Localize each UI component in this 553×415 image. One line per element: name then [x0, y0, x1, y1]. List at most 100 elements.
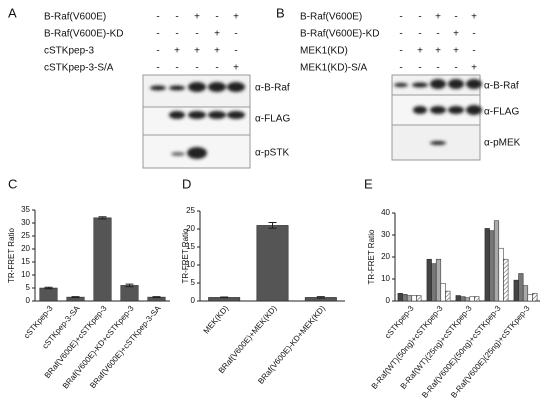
panel-letter: E [364, 176, 373, 191]
error-bar [220, 296, 229, 299]
bar [411, 295, 417, 302]
error-bar [125, 283, 134, 288]
sign: - [436, 63, 439, 74]
sign: + [214, 46, 220, 57]
sign: - [175, 29, 178, 40]
sign: - [418, 12, 421, 23]
bar [469, 296, 475, 302]
row-label: B-Raf(V600E) [300, 12, 362, 23]
y-tick-label: 25 [21, 231, 30, 240]
row-label: B-Raf(V600E) [44, 12, 106, 23]
panel-letter: A [8, 5, 17, 20]
sign: - [399, 46, 402, 57]
error-bar [316, 296, 325, 299]
row-label: cSTKpep-3 [44, 46, 94, 57]
sign: + [471, 12, 477, 23]
blot-label: α-B-Raf [255, 83, 290, 94]
error-bar [152, 296, 161, 299]
sign: - [175, 12, 178, 23]
sign: + [174, 46, 180, 57]
sign: - [436, 29, 439, 40]
bar [426, 258, 432, 302]
y-axis-label: TR-FRET Ratio [7, 227, 16, 283]
bar [518, 273, 524, 302]
y-tick-label: 0 [191, 296, 196, 305]
sign: - [399, 12, 402, 23]
sign: + [435, 46, 441, 57]
sign: - [399, 29, 402, 40]
bar [397, 293, 403, 302]
bar [120, 285, 139, 302]
blot-label: α-pMEK [484, 138, 521, 149]
panel-letter: D [182, 176, 191, 191]
blot-label: α-B-Raf [484, 81, 519, 92]
sign: - [195, 63, 198, 74]
sign: - [418, 29, 421, 40]
sign: + [453, 29, 459, 40]
sign: - [234, 46, 237, 57]
sign: - [215, 63, 218, 74]
sign: + [435, 12, 441, 23]
sign: - [472, 29, 475, 40]
bar [402, 294, 408, 302]
bar [503, 258, 509, 302]
sign: - [156, 46, 159, 57]
y-tick-label: 5 [191, 278, 196, 287]
y-axis-label: TR-FRET Ratio [181, 228, 190, 284]
bar [416, 295, 422, 302]
y-tick-label: 20 [186, 224, 195, 233]
error-bar [71, 296, 80, 299]
bar [532, 293, 538, 302]
row-label: MEK1(KD) [300, 46, 348, 57]
panel-letter: B [276, 5, 285, 20]
blot-label: α-pSTK [255, 148, 289, 159]
bar [493, 220, 500, 302]
y-tick-label: 20 [21, 244, 30, 253]
sign: - [454, 63, 457, 74]
y-tick-label: 35 [21, 205, 30, 214]
y-axis-label: TR-FRET Ratio [367, 229, 376, 285]
y-tick-label: 5 [26, 283, 31, 292]
bar [474, 296, 480, 302]
bar [522, 285, 529, 302]
sign: - [156, 63, 159, 74]
bar [93, 217, 112, 302]
sign: + [417, 46, 423, 57]
sign: - [156, 29, 159, 40]
blot-images [142, 74, 482, 169]
y-tick-label: 15 [21, 257, 30, 266]
y-tick-label: 20 [381, 252, 390, 261]
sign: + [453, 46, 459, 57]
bar [256, 225, 289, 302]
y-tick-label: 0 [386, 296, 391, 305]
bar [440, 283, 446, 302]
bar [513, 279, 519, 302]
y-tick-label: 15 [186, 242, 195, 251]
bar [431, 263, 437, 302]
y-tick-label: 10 [186, 260, 195, 269]
error-bar [268, 222, 277, 229]
bar [489, 230, 495, 302]
bar [484, 228, 490, 302]
sign: + [214, 29, 220, 40]
sign: - [234, 29, 237, 40]
bar [406, 295, 413, 302]
row-label: B-Raf(V600E)-KD [44, 29, 123, 40]
sign: - [175, 63, 178, 74]
sign: + [233, 12, 239, 23]
y-tick-label: 0 [26, 296, 31, 305]
sign: + [194, 12, 200, 23]
panel-letter: C [8, 176, 17, 191]
error-bar [98, 216, 107, 220]
bar [39, 287, 58, 302]
row-label: B-Raf(V600E)-KD [300, 29, 379, 40]
sign: + [194, 46, 200, 57]
sign: + [471, 63, 477, 74]
sign: - [156, 12, 159, 23]
sign: - [215, 12, 218, 23]
sign: + [233, 63, 239, 74]
bar [460, 296, 466, 302]
y-tick-label: 10 [381, 274, 390, 283]
blot-label: α-FLAG [484, 107, 519, 118]
